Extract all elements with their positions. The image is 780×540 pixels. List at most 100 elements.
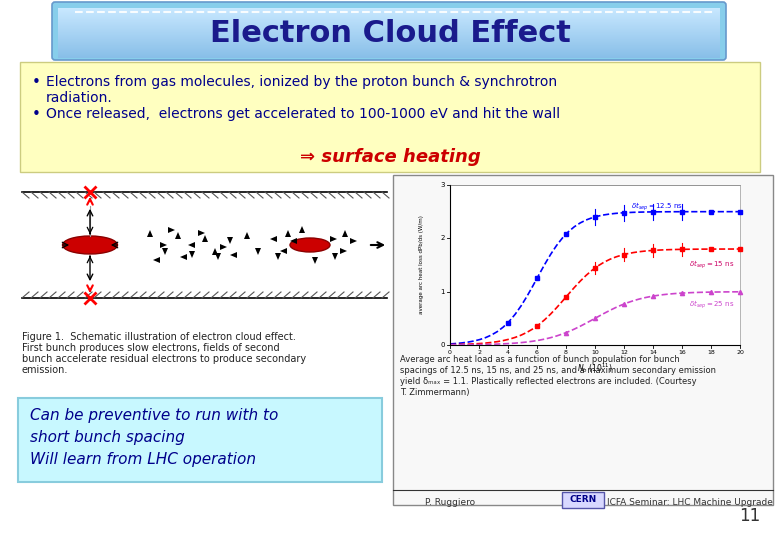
- Text: 2: 2: [477, 350, 481, 355]
- Bar: [58, 33, 720, 34]
- Polygon shape: [202, 235, 208, 242]
- Text: short bunch spacing: short bunch spacing: [30, 430, 185, 445]
- Bar: [58, 25, 720, 26]
- Bar: [58, 42, 720, 43]
- Bar: [58, 19, 720, 20]
- Text: emission.: emission.: [22, 365, 69, 375]
- Bar: [58, 15, 720, 16]
- Bar: [58, 17, 720, 18]
- Polygon shape: [175, 232, 181, 239]
- Bar: [58, 54, 720, 55]
- Bar: [58, 13, 720, 14]
- Bar: [58, 32, 720, 33]
- Bar: [58, 39, 720, 40]
- Polygon shape: [244, 232, 250, 239]
- Bar: [58, 28, 720, 29]
- Polygon shape: [188, 242, 195, 248]
- Polygon shape: [342, 230, 348, 237]
- Bar: [58, 14, 720, 15]
- Text: yield δₘₐₓ = 1.1. Plastically reflected electrons are included. (Courtesy: yield δₘₐₓ = 1.1. Plastically reflected …: [400, 377, 697, 386]
- Bar: [58, 9, 720, 10]
- Bar: [58, 51, 720, 52]
- Bar: [58, 36, 720, 37]
- Bar: [58, 41, 720, 42]
- Text: 12: 12: [620, 350, 628, 355]
- Text: 1: 1: [441, 289, 445, 295]
- Bar: [58, 29, 720, 30]
- Text: 18: 18: [707, 350, 715, 355]
- Bar: [58, 11, 720, 12]
- Text: CERN: CERN: [569, 496, 597, 504]
- Text: ICFA Seminar: LHC Machine Upgrade: ICFA Seminar: LHC Machine Upgrade: [607, 498, 773, 507]
- Polygon shape: [280, 248, 287, 254]
- Text: Can be preventive to run with to: Can be preventive to run with to: [30, 408, 278, 423]
- Text: $\delta t_{sep}=12.5$ ns: $\delta t_{sep}=12.5$ ns: [631, 200, 683, 213]
- Polygon shape: [340, 248, 347, 254]
- Bar: [58, 18, 720, 19]
- Polygon shape: [290, 238, 297, 244]
- Polygon shape: [168, 227, 175, 233]
- Text: Once released,  electrons get accelerated to 100-1000 eV and hit the wall: Once released, electrons get accelerated…: [46, 107, 560, 121]
- Text: P. Ruggiero: P. Ruggiero: [425, 498, 475, 507]
- Polygon shape: [160, 242, 167, 248]
- Polygon shape: [275, 253, 281, 260]
- Polygon shape: [285, 230, 291, 237]
- Polygon shape: [198, 230, 205, 236]
- Text: $N_b\ (10^{11})$: $N_b\ (10^{11})$: [577, 361, 613, 375]
- Bar: [20, 62, 760, 172]
- Bar: [58, 44, 720, 45]
- Bar: [58, 57, 720, 58]
- Bar: [58, 47, 720, 48]
- Text: 3: 3: [441, 182, 445, 188]
- Bar: [58, 46, 720, 47]
- Text: spacings of 12.5 ns, 15 ns, and 25 ns, and a maximum secondary emission: spacings of 12.5 ns, 15 ns, and 25 ns, a…: [400, 366, 716, 375]
- Polygon shape: [220, 244, 227, 250]
- Bar: [58, 23, 720, 24]
- FancyBboxPatch shape: [562, 492, 604, 508]
- Polygon shape: [330, 236, 337, 242]
- Text: ⇒ surface heating: ⇒ surface heating: [300, 148, 480, 166]
- Text: Will learn from LHC operation: Will learn from LHC operation: [30, 452, 256, 467]
- Bar: [58, 12, 720, 13]
- FancyBboxPatch shape: [18, 398, 382, 482]
- Bar: [58, 40, 720, 41]
- Polygon shape: [255, 248, 261, 255]
- Text: 2: 2: [441, 235, 445, 241]
- Bar: [58, 49, 720, 50]
- FancyBboxPatch shape: [52, 2, 726, 60]
- Text: 11: 11: [739, 507, 760, 525]
- Polygon shape: [162, 248, 168, 255]
- Polygon shape: [270, 236, 277, 242]
- Bar: [58, 10, 720, 11]
- Bar: [58, 30, 720, 31]
- Text: 0: 0: [448, 350, 452, 355]
- Polygon shape: [212, 248, 218, 255]
- Text: Electron Cloud Effect: Electron Cloud Effect: [210, 19, 570, 49]
- Bar: [58, 27, 720, 28]
- Polygon shape: [227, 237, 233, 244]
- Text: T. Zimmermann): T. Zimmermann): [400, 388, 470, 397]
- Bar: [393, 175, 773, 505]
- Bar: [58, 43, 720, 44]
- Bar: [58, 24, 720, 25]
- Polygon shape: [153, 257, 160, 263]
- Bar: [58, 45, 720, 46]
- Text: 10: 10: [591, 350, 599, 355]
- Text: 16: 16: [678, 350, 686, 355]
- Text: First bunch produces slow electrons, fields of second: First bunch produces slow electrons, fie…: [22, 343, 279, 353]
- Bar: [58, 26, 720, 27]
- Bar: [58, 52, 720, 53]
- Bar: [58, 55, 720, 56]
- Text: $\delta t_{sep}=15$ ns: $\delta t_{sep}=15$ ns: [690, 259, 735, 271]
- Bar: [20, 178, 388, 326]
- Ellipse shape: [290, 238, 330, 252]
- Text: radiation.: radiation.: [46, 91, 113, 105]
- Text: bunch accelerate residual electrons to produce secondary: bunch accelerate residual electrons to p…: [22, 354, 306, 364]
- Bar: [58, 16, 720, 17]
- Bar: [58, 22, 720, 23]
- Bar: [58, 35, 720, 36]
- Bar: [58, 53, 720, 54]
- Polygon shape: [312, 257, 318, 264]
- Bar: [58, 48, 720, 49]
- Ellipse shape: [62, 236, 118, 254]
